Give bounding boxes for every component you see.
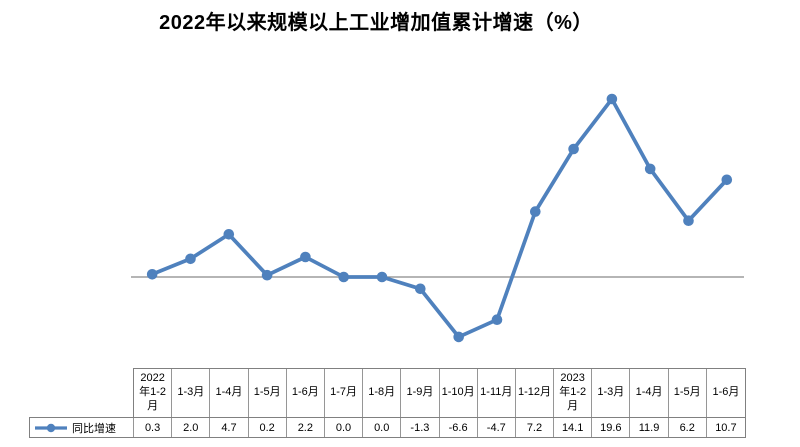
table-header-cell: 1-6月: [712, 386, 740, 399]
table-value-cell: 14.1: [554, 418, 593, 437]
data-point-marker: [606, 93, 618, 105]
data-point-marker: [223, 229, 235, 240]
data-point-marker: [376, 271, 388, 283]
table-header-cell: 1-4月: [210, 369, 249, 417]
table-header-cell: 1-7月: [325, 369, 364, 417]
table-header-cell: 2022年1-2月: [134, 369, 173, 417]
data-point-marker: [491, 314, 503, 326]
table-value-cell: 2.2: [287, 418, 325, 437]
data-point-marker: [338, 271, 350, 283]
table-header-cell: 1-5月: [669, 369, 707, 417]
table-header-cell: 1-3月: [592, 369, 631, 417]
data-point-marker: [146, 269, 158, 280]
table-header-cell: 1-10月: [440, 369, 478, 417]
table-value-cell: 0.0: [363, 418, 402, 437]
table-value-cell: 0.3: [134, 418, 173, 437]
legend-cell: 同比增速: [30, 418, 134, 437]
table-header-cell: 1-9月: [401, 369, 440, 417]
table-header-cell: 1-12月: [516, 369, 555, 417]
table-value-cell: 4.7: [210, 418, 249, 437]
table-value-cell: 7.2: [516, 418, 555, 437]
table-value-cell: 10.7: [715, 421, 737, 434]
table-value-cell: 6.2: [669, 418, 707, 437]
table-value-cell: -6.6: [440, 418, 478, 437]
data-point-marker: [530, 206, 541, 217]
chart-title: 2022年以来规模以上工业增加值累计增速（%）: [159, 12, 593, 34]
table-value-cell: -1.3: [401, 418, 440, 437]
series-line: [150, 97, 729, 339]
table-value-cell: -4.7: [478, 418, 516, 437]
data-point-marker: [721, 174, 733, 186]
data-point-marker: [453, 331, 465, 343]
table-value-cell: 0.0: [325, 418, 364, 437]
data-point-marker: [683, 215, 694, 226]
table-value-cell: 2.0: [172, 418, 211, 437]
table-header-cell: 1-5月: [249, 369, 287, 417]
table-value-cell: 19.6: [592, 418, 631, 437]
table-header-cell: 1-11月: [478, 369, 516, 417]
table-header-cell: 1-3月: [172, 369, 211, 417]
data-table-header-row: 2022年1-2月 1-3月 1-4月 1-5月 1-6月 1-7月 1-8月 1-9月 1-1…: [133, 368, 746, 417]
data-point-marker: [261, 269, 273, 281]
table-header-cell: 1-8月: [363, 369, 402, 417]
data-point-marker: [300, 251, 311, 263]
table-header-cell: 1-6月: [287, 369, 325, 417]
data-point-marker: [415, 283, 426, 295]
data-point-marker: [644, 163, 656, 175]
table-value-cell: 11.9: [630, 418, 669, 437]
data-point-marker: [185, 253, 196, 265]
data-table-value-row: 同比增速 0.3 2.0 4.7 0.2 2.2 0.0 0.0 -1.3 -6.6 -4.7 7.2…: [29, 417, 746, 438]
table-header-cell: 1-4月: [630, 369, 669, 417]
table-header-cell: 2023年1-2月: [554, 369, 593, 417]
data-point-marker: [568, 143, 579, 155]
legend-label: 同比增速: [72, 422, 116, 435]
line-with-circle-marker-icon: [35, 423, 67, 432]
table-value-cell: 0.2: [249, 418, 287, 437]
